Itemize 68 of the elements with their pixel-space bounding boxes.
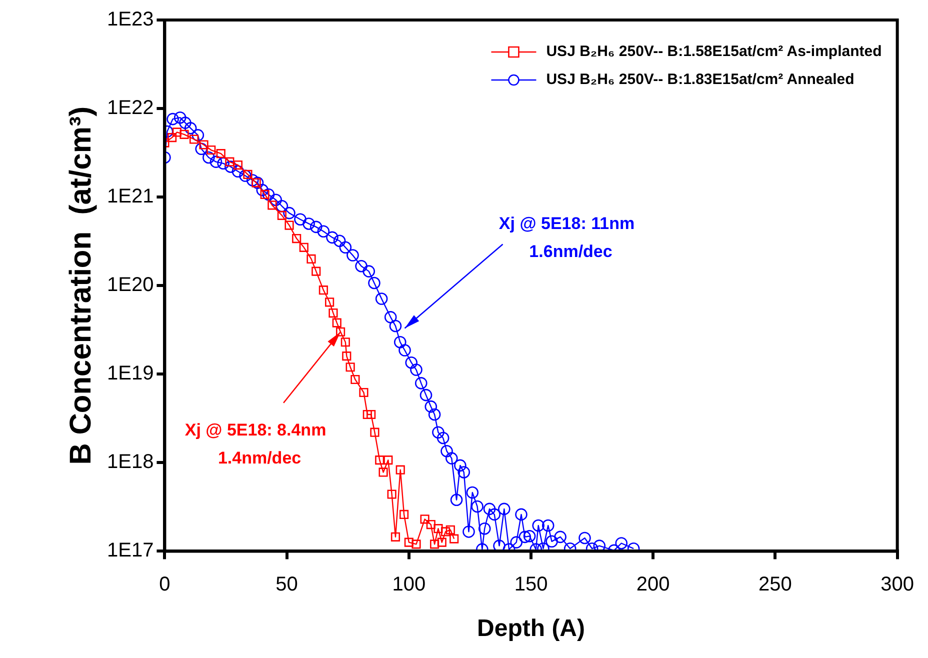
point (306, 254, 316, 264)
point (340, 338, 350, 347)
point (172, 128, 182, 137)
point (332, 318, 342, 328)
point (206, 145, 216, 155)
point (312, 266, 321, 276)
point (430, 540, 440, 549)
point (318, 286, 328, 295)
point (396, 465, 405, 474)
annotation: Xj @ 5E18: 8.4nm 1.4nm/dec (184, 420, 326, 468)
x-tick-label: 150 (514, 574, 548, 596)
x-tick-label: 300 (880, 574, 914, 596)
point (225, 157, 234, 166)
y-axis-title: B Concentration (at/cm³) (64, 106, 98, 465)
point (243, 170, 252, 180)
x-tick-label: 250 (758, 574, 792, 596)
point (233, 160, 243, 170)
point (412, 540, 421, 549)
y-tick-label: 1E23 (106, 8, 154, 31)
point (284, 220, 294, 230)
point (260, 190, 270, 200)
point (180, 130, 189, 139)
x-tick-label: 100 (392, 574, 426, 596)
point (336, 327, 346, 336)
point (434, 524, 443, 534)
legend-label: USJ B₂H₆ 250V-- B:1.83E15at/cm² Annealed (546, 71, 854, 88)
point (390, 532, 400, 542)
point (370, 428, 380, 437)
point (426, 520, 436, 530)
point (277, 210, 286, 220)
point (384, 456, 393, 465)
y-tick-label: 1E18 (106, 451, 154, 474)
y-tick-label: 1E21 (106, 186, 154, 208)
point (359, 388, 368, 398)
point (420, 514, 430, 524)
point (446, 525, 455, 534)
legend-label: USJ B₂H₆ 250V-- B:1.58E15at/cm² As-implanted (546, 43, 882, 60)
point (167, 133, 177, 142)
point (437, 538, 446, 547)
x-tick-label: 200 (636, 574, 670, 596)
x-tick-label: 0 (159, 574, 170, 596)
point (216, 149, 226, 158)
point (378, 468, 388, 477)
y-tick-label: 1E19 (106, 362, 154, 385)
point (268, 200, 277, 210)
y-tick-label: 1E17 (106, 540, 154, 562)
point (441, 527, 450, 536)
point (346, 362, 355, 372)
x-tick-label: 50 (276, 574, 298, 596)
point (362, 410, 372, 420)
y-tick-label: 1E20 (106, 274, 154, 296)
point (387, 490, 396, 499)
point (404, 538, 414, 547)
point (375, 456, 384, 465)
x-axis-title: Depth (A) (477, 615, 586, 642)
y-tick-label: 1E22 (106, 97, 154, 120)
point (366, 410, 376, 420)
point (325, 298, 334, 307)
point (350, 374, 360, 384)
point (299, 242, 308, 252)
point (199, 140, 208, 150)
point (189, 134, 199, 144)
point (328, 308, 338, 318)
point (399, 510, 409, 519)
point (450, 534, 459, 544)
point (342, 352, 352, 361)
point (292, 234, 302, 244)
annotation: Xj @ 5E18: 11nm 1.6nm/dec (498, 214, 635, 261)
